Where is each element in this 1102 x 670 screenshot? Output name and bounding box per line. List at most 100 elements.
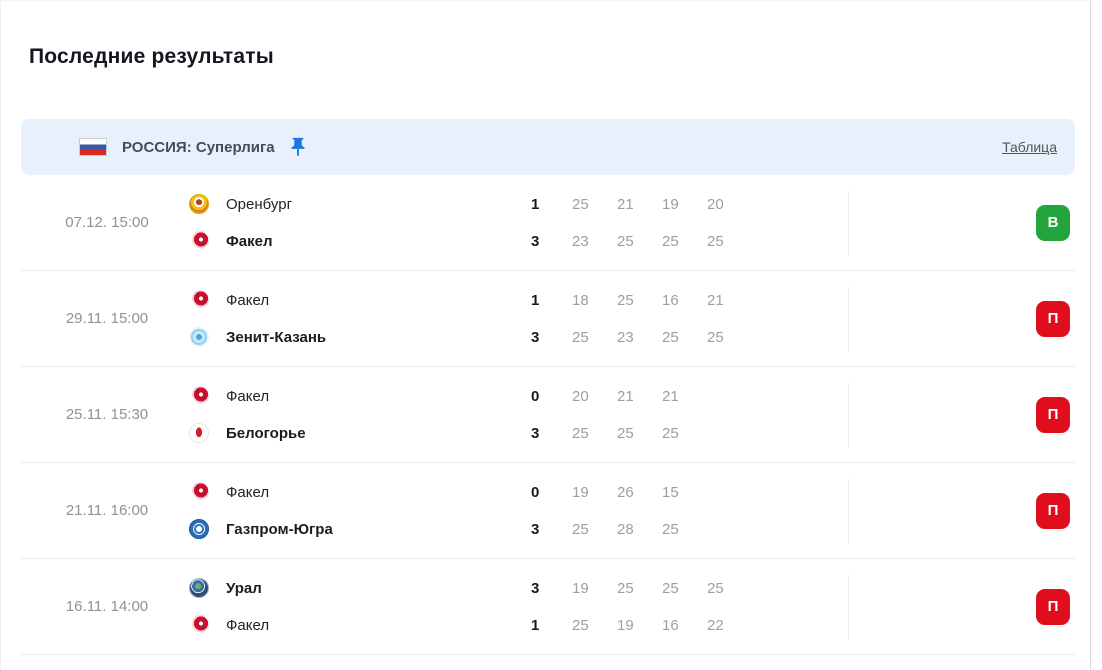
set-score: 15: [662, 483, 679, 501]
team-line: Факел 1 18 25 16 21: [189, 288, 752, 312]
page-title: Последние результаты: [29, 45, 274, 68]
set-score: 19: [662, 195, 679, 213]
team-name: Факел: [226, 616, 270, 634]
set-score: 21: [617, 387, 634, 405]
team-name: Факел: [226, 387, 270, 405]
set-score: 25: [572, 616, 589, 634]
result-badge[interactable]: П: [1036, 492, 1070, 529]
set-score: 22: [707, 616, 724, 634]
match-date: 21.11. 16:00: [65, 502, 149, 519]
team-name: Урал: [226, 579, 262, 597]
set-total: 3: [531, 520, 540, 538]
set-score: 25: [707, 579, 724, 597]
set-score: 25: [617, 291, 634, 309]
team-logo: [189, 423, 209, 443]
result-badge[interactable]: В: [1036, 204, 1070, 241]
match-row[interactable]: 07.12. 15:00 Оренбург 1 25 21 19 20 Факе…: [21, 175, 1075, 271]
table-link[interactable]: Таблица: [1002, 139, 1057, 155]
match-row[interactable]: 29.11. 15:00 Факел 1 18 25 16 21 Зенит-К…: [21, 271, 1075, 367]
set-score: 25: [617, 232, 634, 250]
team-line: Факел 3 23 25 25 25: [189, 229, 752, 253]
divider: [848, 287, 849, 351]
set-score: 19: [617, 616, 634, 634]
team-line: Факел 0 20 21 21: [189, 384, 752, 408]
result-badge[interactable]: П: [1036, 300, 1070, 337]
team-name: Зенит-Казань: [226, 328, 327, 346]
team-logo: [189, 519, 209, 539]
set-score: 25: [572, 424, 589, 442]
league-name: РОССИЯ: Суперлига: [122, 138, 275, 156]
set-score: 23: [617, 328, 634, 346]
teams-block: Факел 0 20 21 21 Белогорье 3 25 25 25: [181, 384, 752, 445]
team-logo: [189, 578, 209, 598]
team-name: Газпром-Югра: [226, 520, 333, 538]
team-name: Белогорье: [226, 424, 306, 442]
set-score: 25: [572, 328, 589, 346]
teams-block: Урал 3 19 25 25 25 Факел 1 25 19 16 22: [181, 576, 752, 637]
team-name: Факел: [226, 232, 273, 250]
set-total: 3: [531, 424, 540, 442]
set-score: 21: [662, 387, 679, 405]
set-score: 21: [707, 291, 724, 309]
team-logo: [189, 327, 209, 347]
match-date: 29.11. 15:00: [65, 310, 149, 327]
set-score: 25: [572, 520, 589, 538]
teams-block: Факел 1 18 25 16 21 Зенит-Казань 3 25 23…: [181, 288, 752, 349]
divider: [848, 575, 849, 639]
team-line: Зенит-Казань 3 25 23 25 25: [189, 325, 752, 349]
result-badge[interactable]: П: [1036, 588, 1070, 625]
divider: [848, 383, 849, 447]
set-score: 19: [572, 579, 589, 597]
set-score: 25: [662, 424, 679, 442]
team-name: Факел: [226, 483, 270, 501]
set-score: 25: [707, 232, 724, 250]
set-score: 25: [572, 195, 589, 213]
team-line: Факел 0 19 26 15: [189, 480, 752, 504]
set-score: 21: [617, 195, 634, 213]
set-score: 18: [572, 291, 589, 309]
set-total: 0: [531, 387, 540, 405]
match-list: 07.12. 15:00 Оренбург 1 25 21 19 20 Факе…: [21, 175, 1075, 655]
set-score: 25: [662, 579, 679, 597]
match-date: 25.11. 15:30: [65, 406, 149, 423]
set-score: 26: [617, 483, 634, 501]
set-total: 3: [531, 579, 540, 597]
match-date: 16.11. 14:00: [65, 598, 149, 615]
league-header: РОССИЯ: Суперлига Таблица: [21, 119, 1075, 175]
teams-block: Оренбург 1 25 21 19 20 Факел 3 23 25 25 …: [181, 192, 752, 253]
team-logo: [189, 290, 209, 310]
match-row[interactable]: 21.11. 16:00 Факел 0 19 26 15 Газпром-Юг…: [21, 463, 1075, 559]
team-logo: [189, 386, 209, 406]
pin-icon[interactable]: [287, 136, 309, 158]
team-line: Газпром-Югра 3 25 28 25: [189, 517, 752, 541]
set-score: 20: [572, 387, 589, 405]
result-badge[interactable]: П: [1036, 396, 1070, 433]
set-score: 25: [617, 424, 634, 442]
set-total: 0: [531, 483, 540, 501]
divider: [848, 191, 849, 255]
set-total: 3: [531, 328, 540, 346]
team-line: Оренбург 1 25 21 19 20: [189, 192, 752, 216]
teams-block: Факел 0 19 26 15 Газпром-Югра 3 25 28 25: [181, 480, 752, 541]
team-line: Урал 3 19 25 25 25: [189, 576, 752, 600]
team-logo: [189, 194, 209, 214]
team-line: Факел 1 25 19 16 22: [189, 613, 752, 637]
set-total: 3: [531, 232, 540, 250]
set-score: 23: [572, 232, 589, 250]
set-score: 25: [707, 328, 724, 346]
set-total: 1: [531, 616, 540, 634]
divider: [848, 479, 849, 543]
team-logo: [189, 615, 209, 635]
set-score: 16: [662, 616, 679, 634]
team-logo: [189, 482, 209, 502]
match-row[interactable]: 16.11. 14:00 Урал 3 19 25 25 25 Факел 1 …: [21, 559, 1075, 655]
team-logo: [189, 231, 209, 251]
set-total: 1: [531, 195, 540, 213]
team-name: Факел: [226, 291, 270, 309]
set-score: 25: [662, 328, 679, 346]
match-row[interactable]: 25.11. 15:30 Факел 0 20 21 21 Белогорье …: [21, 367, 1075, 463]
russia-flag-icon: [79, 138, 107, 156]
set-score: 25: [662, 520, 679, 538]
set-score: 25: [617, 579, 634, 597]
